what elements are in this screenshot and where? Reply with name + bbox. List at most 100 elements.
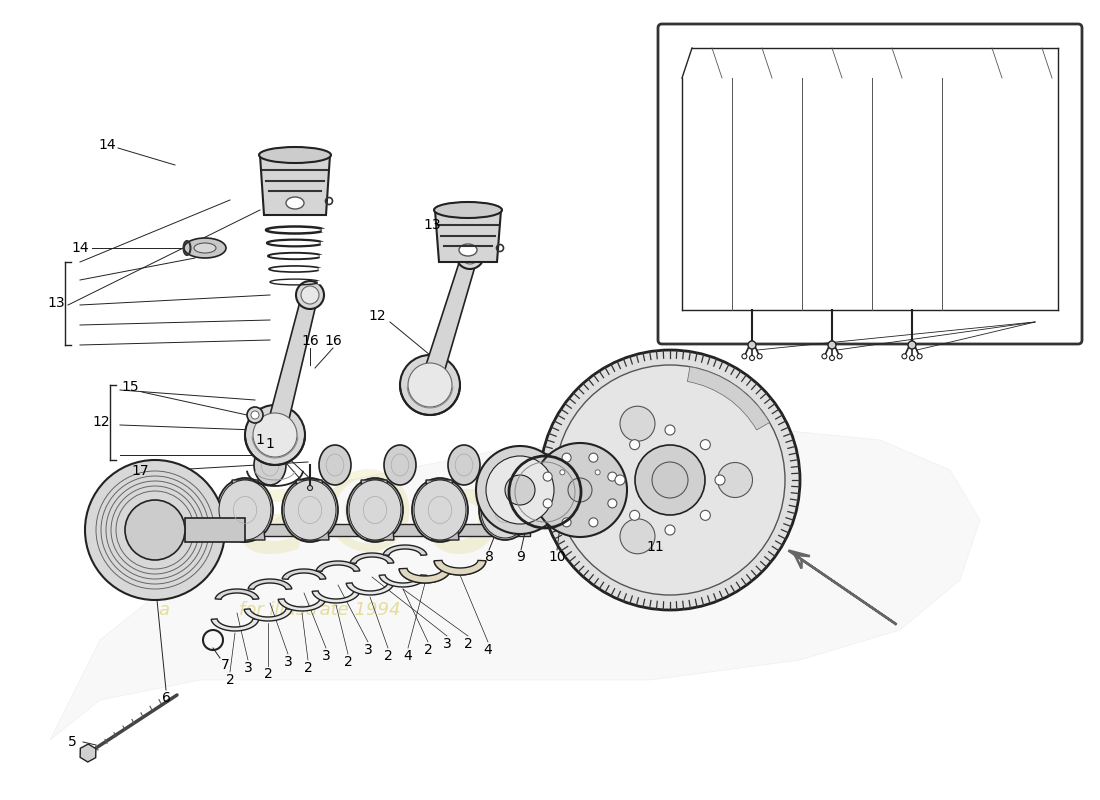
Polygon shape	[350, 553, 394, 563]
Ellipse shape	[476, 446, 564, 534]
Text: 1: 1	[265, 437, 274, 451]
Polygon shape	[420, 253, 477, 388]
Ellipse shape	[481, 482, 529, 538]
Ellipse shape	[560, 470, 564, 475]
Polygon shape	[244, 609, 292, 621]
Text: 12: 12	[368, 309, 386, 323]
Text: 2: 2	[264, 667, 273, 681]
Ellipse shape	[301, 286, 319, 304]
Text: 3: 3	[364, 643, 373, 657]
Ellipse shape	[125, 500, 185, 560]
Ellipse shape	[652, 462, 688, 498]
Ellipse shape	[346, 478, 403, 542]
Polygon shape	[200, 524, 530, 536]
Text: 10: 10	[548, 550, 565, 564]
Ellipse shape	[615, 475, 625, 485]
Text: 2: 2	[384, 649, 393, 663]
Ellipse shape	[184, 238, 226, 258]
Ellipse shape	[258, 147, 331, 163]
Polygon shape	[80, 744, 96, 762]
Ellipse shape	[286, 197, 304, 209]
Text: 6: 6	[162, 691, 170, 705]
Ellipse shape	[414, 480, 466, 540]
Ellipse shape	[562, 518, 571, 527]
Text: 14: 14	[72, 241, 89, 255]
Ellipse shape	[822, 354, 827, 359]
Ellipse shape	[701, 510, 711, 520]
Text: 3: 3	[442, 637, 451, 651]
Ellipse shape	[588, 518, 598, 527]
Polygon shape	[316, 561, 360, 571]
Ellipse shape	[543, 472, 552, 481]
Ellipse shape	[568, 478, 592, 502]
Text: 2: 2	[304, 661, 312, 675]
Polygon shape	[260, 155, 330, 215]
Text: e©o: e©o	[235, 465, 505, 575]
Polygon shape	[361, 480, 394, 540]
Ellipse shape	[400, 355, 460, 415]
Polygon shape	[312, 591, 360, 603]
Ellipse shape	[588, 453, 598, 462]
Ellipse shape	[717, 462, 752, 498]
Ellipse shape	[248, 407, 263, 423]
Text: 11: 11	[646, 540, 664, 554]
Ellipse shape	[562, 453, 571, 462]
Ellipse shape	[917, 354, 922, 359]
Polygon shape	[434, 561, 486, 575]
Ellipse shape	[478, 480, 531, 540]
Ellipse shape	[456, 241, 484, 269]
Ellipse shape	[620, 406, 654, 442]
Ellipse shape	[748, 341, 756, 349]
Text: 2: 2	[424, 643, 432, 657]
Wedge shape	[688, 366, 770, 430]
Ellipse shape	[715, 475, 725, 485]
Text: 3: 3	[321, 649, 330, 663]
Ellipse shape	[540, 350, 800, 610]
Ellipse shape	[349, 480, 402, 540]
Ellipse shape	[194, 243, 216, 253]
Text: 16: 16	[301, 334, 319, 348]
Ellipse shape	[217, 478, 273, 542]
Text: 2: 2	[343, 655, 352, 669]
Polygon shape	[379, 575, 427, 587]
Polygon shape	[211, 619, 258, 631]
Polygon shape	[265, 293, 318, 438]
Text: 1: 1	[255, 433, 264, 447]
Polygon shape	[278, 599, 326, 611]
Ellipse shape	[412, 478, 468, 542]
Polygon shape	[185, 518, 245, 542]
Ellipse shape	[254, 445, 286, 485]
Ellipse shape	[837, 354, 843, 359]
Text: 4: 4	[404, 649, 412, 663]
Text: 3: 3	[284, 655, 293, 669]
Ellipse shape	[829, 355, 835, 361]
Text: 17: 17	[131, 464, 149, 478]
Ellipse shape	[448, 445, 480, 485]
Text: 13: 13	[424, 218, 441, 232]
Ellipse shape	[608, 472, 617, 481]
Polygon shape	[346, 583, 394, 595]
Ellipse shape	[910, 355, 914, 361]
Polygon shape	[434, 210, 500, 262]
Text: 12: 12	[92, 415, 110, 429]
Polygon shape	[296, 480, 329, 540]
Ellipse shape	[608, 499, 617, 508]
Ellipse shape	[629, 510, 639, 520]
Ellipse shape	[319, 445, 351, 485]
Ellipse shape	[749, 355, 755, 361]
Ellipse shape	[757, 354, 762, 359]
Ellipse shape	[282, 478, 338, 542]
Polygon shape	[249, 579, 292, 590]
Ellipse shape	[666, 525, 675, 535]
Text: 2: 2	[463, 637, 472, 651]
Text: 2: 2	[226, 673, 234, 687]
Ellipse shape	[384, 445, 416, 485]
Ellipse shape	[85, 460, 226, 600]
Polygon shape	[434, 560, 486, 575]
Polygon shape	[50, 430, 980, 740]
Ellipse shape	[219, 480, 271, 540]
Ellipse shape	[543, 499, 552, 508]
Text: 7: 7	[221, 658, 230, 672]
FancyBboxPatch shape	[658, 24, 1082, 344]
Polygon shape	[426, 480, 459, 540]
